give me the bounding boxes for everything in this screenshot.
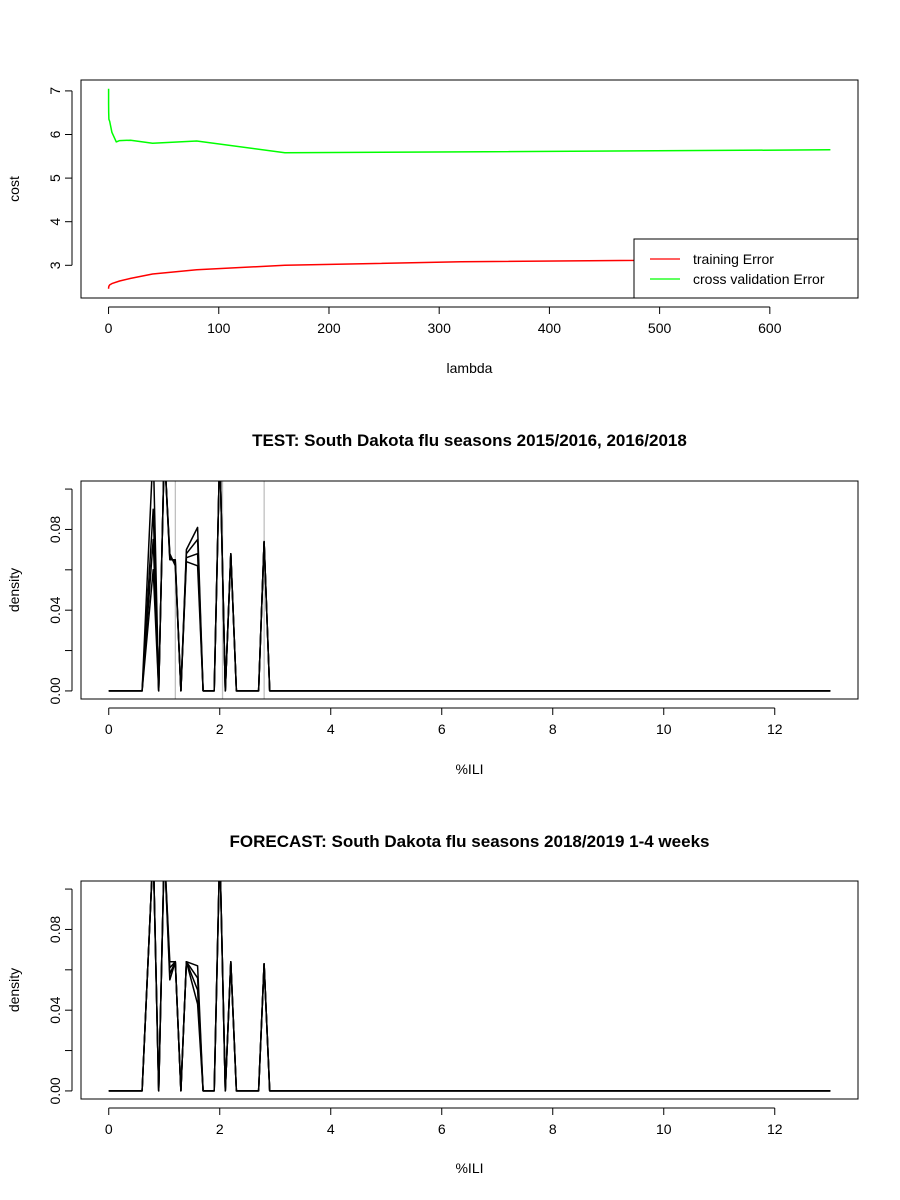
test-y-axis-title: density [6, 568, 22, 612]
forecast-x-axis: 0 2 4 6 8 10 12 [105, 1107, 783, 1137]
forecast-x-tick-label-2: 4 [327, 1121, 335, 1137]
forecast-x-tick-label-5: 10 [656, 1121, 672, 1137]
test-reference-lines [174, 481, 265, 699]
legend-label-training: training Error [693, 251, 774, 267]
test-y-axis: 0.00 0.04 0.08 [47, 488, 73, 705]
forecast-plot-frame [80, 880, 859, 1100]
forecast-x-axis-title: %ILI [455, 1160, 483, 1176]
cost-x-tick-label-5: 500 [648, 320, 672, 336]
cost-y-axis: 3 4 5 6 7 [47, 87, 73, 269]
test-plot-lines [108, 481, 831, 692]
panel-test-density: TEST: South Dakota flu seasons 2015/2016… [6, 431, 859, 777]
cost-plot-frame [80, 79, 859, 299]
panel-cost-lambda: 0 100 200 300 400 500 600 3 4 5 6 7 lambda cost tr… [6, 79, 859, 376]
test-x-tick-label-6: 12 [767, 721, 783, 737]
forecast-y-tick-label-4: 0.08 [47, 916, 63, 943]
cost-legend: training Error cross validation Error [633, 238, 859, 299]
forecast-y-axis-title: density [6, 968, 22, 1012]
cost-y-axis-title: cost [6, 176, 22, 202]
cost-y-tick-label-1: 4 [47, 218, 63, 226]
forecast-y-tick-label-0: 0.00 [47, 1077, 63, 1104]
test-x-axis: 0 2 4 6 8 10 12 [105, 707, 783, 737]
cost-series-line-0 [107, 258, 831, 290]
test-plot-frame [80, 480, 859, 700]
legend-box [633, 238, 859, 299]
test-x-tick-label-2: 4 [327, 721, 335, 737]
cost-series-line-1 [107, 88, 831, 154]
forecast-x-tick-label-4: 8 [549, 1121, 557, 1137]
cost-y-tick-label-0: 3 [47, 261, 63, 269]
cost-x-tick-label-6: 600 [758, 320, 782, 336]
forecast-x-tick-label-6: 12 [767, 1121, 783, 1137]
test-series-line-3 [108, 481, 831, 692]
cost-x-tick-label-3: 300 [428, 320, 452, 336]
cost-x-tick-label-4: 400 [538, 320, 562, 336]
test-y-tick-label-0: 0.00 [47, 677, 63, 704]
forecast-plot-lines [108, 881, 831, 1092]
cost-y-tick-label-3: 6 [47, 130, 63, 138]
forecast-x-tick-label-0: 0 [105, 1121, 113, 1137]
forecast-series-line-3 [108, 881, 831, 1092]
test-x-tick-label-1: 2 [216, 721, 224, 737]
test-x-tick-label-5: 10 [656, 721, 672, 737]
forecast-y-axis: 0.00 0.04 0.08 [47, 888, 73, 1105]
panel-forecast-density: FORECAST: South Dakota flu seasons 2018/… [6, 832, 859, 1176]
test-x-axis-title: %ILI [455, 761, 483, 777]
cost-x-tick-label-2: 200 [317, 320, 341, 336]
test-panel-title: TEST: South Dakota flu seasons 2015/2016… [252, 431, 687, 450]
test-x-tick-label-3: 6 [438, 721, 446, 737]
cost-x-tick-label-1: 100 [207, 320, 231, 336]
cost-x-tick-label-0: 0 [105, 320, 113, 336]
cost-plot-lines [107, 88, 831, 290]
cost-y-tick-label-4: 7 [47, 87, 63, 95]
test-y-tick-label-4: 0.08 [47, 516, 63, 543]
forecast-y-tick-label-2: 0.04 [47, 996, 63, 1023]
cost-x-axis-title: lambda [447, 360, 493, 376]
cost-y-tick-label-2: 5 [47, 174, 63, 182]
legend-label-cross-validation: cross validation Error [693, 271, 825, 287]
test-x-tick-label-4: 8 [549, 721, 557, 737]
forecast-x-tick-label-1: 2 [216, 1121, 224, 1137]
forecast-x-tick-label-3: 6 [438, 1121, 446, 1137]
test-x-tick-label-0: 0 [105, 721, 113, 737]
test-y-tick-label-2: 0.04 [47, 596, 63, 623]
forecast-panel-title: FORECAST: South Dakota flu seasons 2018/… [230, 832, 710, 851]
cost-x-axis: 0 100 200 300 400 500 600 [105, 306, 782, 336]
